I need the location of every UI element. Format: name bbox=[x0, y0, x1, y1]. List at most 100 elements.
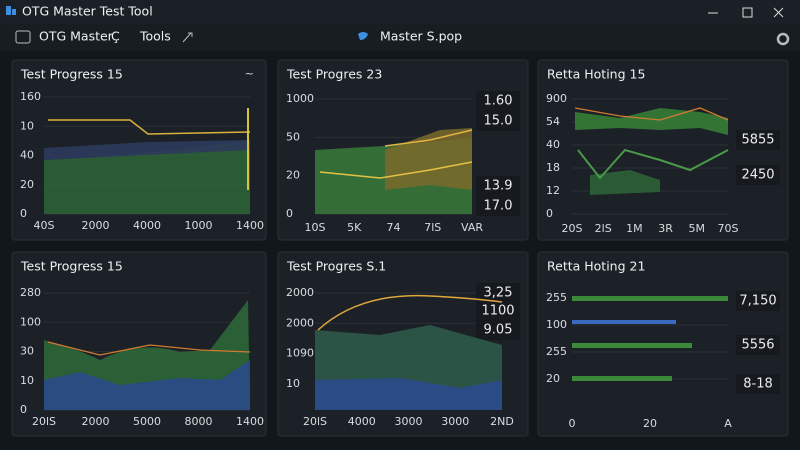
panel-title: Test Progress 15 bbox=[20, 259, 123, 274]
toolbar-icon bbox=[15, 30, 31, 44]
x-tick-label: 2ND bbox=[490, 415, 514, 428]
panel-title: Test Progres S.1 bbox=[286, 259, 386, 274]
readout-box bbox=[476, 196, 520, 216]
settings-button[interactable] bbox=[776, 32, 790, 46]
panel-menu: ~ bbox=[245, 67, 254, 80]
y-tick-label: 100 bbox=[20, 315, 41, 328]
x-tick-label: 2lS bbox=[595, 222, 612, 235]
x-tick-label: 4000 bbox=[133, 219, 161, 232]
app-icon bbox=[6, 6, 11, 15]
y-tick-label: 255 bbox=[546, 291, 567, 304]
readout-box bbox=[736, 130, 780, 150]
x-tick-label: 20 bbox=[643, 417, 657, 430]
status-text: Master S.pop bbox=[380, 29, 462, 44]
y-tick-label: 280 bbox=[20, 286, 41, 299]
y-tick-label: 0 bbox=[546, 207, 553, 220]
x-tick-label: 5K bbox=[347, 221, 362, 234]
y-tick-label: 10 bbox=[286, 377, 300, 390]
status-icon bbox=[358, 32, 368, 40]
panel-title: Retta Hoting 15 bbox=[547, 67, 645, 82]
title-bar bbox=[0, 0, 800, 24]
readout-box bbox=[736, 335, 780, 355]
y-tick-label: 50 bbox=[286, 130, 300, 143]
readout-box bbox=[736, 165, 780, 185]
readout-box bbox=[736, 374, 780, 394]
plot-decoration bbox=[44, 107, 729, 410]
readout: 7,150 bbox=[739, 294, 776, 309]
window-title: OTG Master Test Tool bbox=[22, 4, 153, 19]
y-tick-label: 0 bbox=[20, 207, 27, 220]
close-button[interactable] bbox=[773, 7, 784, 18]
readout-box bbox=[736, 291, 780, 311]
readout-box bbox=[476, 91, 520, 111]
x-tick-label: 1M bbox=[626, 222, 643, 235]
y-tick-label: 2000 bbox=[286, 316, 314, 329]
y-tick-label: 20 bbox=[286, 169, 300, 182]
x-tick-label: 5M bbox=[689, 222, 706, 235]
x-tick-label: 3R bbox=[658, 222, 673, 235]
x-tick-label: 10S bbox=[305, 221, 326, 234]
readout-box bbox=[476, 301, 520, 321]
y-tick-label: 30 bbox=[20, 345, 34, 358]
toolbar-item[interactable]: Tools bbox=[139, 29, 171, 44]
readout-box bbox=[476, 111, 520, 131]
x-tick-label: 1400 bbox=[236, 219, 264, 232]
x-tick-label: 20S bbox=[562, 222, 583, 235]
x-tick-label: VAR bbox=[461, 221, 483, 234]
x-tick-label: 1000 bbox=[185, 219, 213, 232]
readout: 13.9 bbox=[484, 179, 513, 194]
x-tick-label: 40S bbox=[34, 219, 55, 232]
readout: 5556 bbox=[741, 338, 774, 353]
toolbar-icon bbox=[182, 32, 193, 43]
y-tick-label: 18 bbox=[546, 161, 560, 174]
x-tick-label: 20lS bbox=[32, 415, 56, 428]
panel bbox=[537, 59, 789, 241]
x-tick-label: 20lS bbox=[303, 415, 327, 428]
y-tick-label: 10 bbox=[20, 374, 34, 387]
y-tick-label: 2000 bbox=[286, 286, 314, 299]
y-tick-label: 10 bbox=[20, 119, 34, 132]
x-tick-label: 3000 bbox=[441, 415, 469, 428]
x-tick-label: 1400 bbox=[236, 415, 264, 428]
x-tick-label: 3000 bbox=[395, 415, 423, 428]
app-icon bbox=[12, 9, 16, 15]
y-tick-label: 1000 bbox=[286, 92, 314, 105]
readout: 1.60 bbox=[484, 94, 513, 109]
readout: 1100 bbox=[481, 304, 514, 319]
readout-box bbox=[476, 283, 520, 303]
x-tick-label: 2000 bbox=[82, 219, 110, 232]
x-tick-label: 4000 bbox=[348, 415, 376, 428]
x-tick-label: 74 bbox=[387, 221, 401, 234]
y-tick-label: 40 bbox=[20, 149, 34, 162]
x-tick-label: 70S bbox=[718, 222, 739, 235]
y-tick-label: 160 bbox=[20, 90, 41, 103]
x-tick-label: 7lS bbox=[424, 221, 441, 234]
y-tick-label: 54 bbox=[546, 115, 560, 128]
y-tick-label: 0 bbox=[286, 207, 293, 220]
panel-title: Retta Hoting 21 bbox=[547, 259, 645, 274]
y-tick-label: 12 bbox=[546, 184, 560, 197]
y-tick-label: 40 bbox=[546, 138, 560, 151]
y-tick-label: 20 bbox=[546, 372, 560, 385]
panel-title: Test Progress 15 bbox=[20, 67, 123, 82]
maximize-button[interactable] bbox=[742, 7, 753, 18]
panel-title: Test Progres 23 bbox=[286, 67, 382, 82]
readout: 2450 bbox=[741, 168, 774, 183]
y-tick-label: 0 bbox=[20, 403, 27, 416]
readout: 9.05 bbox=[484, 323, 513, 338]
x-tick-label: 2000 bbox=[82, 415, 110, 428]
readout: 17.0 bbox=[484, 199, 513, 214]
toolbar bbox=[0, 24, 800, 51]
x-tick-label: A bbox=[724, 417, 732, 430]
y-tick-label: 255 bbox=[546, 345, 567, 358]
y-tick-label: 20 bbox=[20, 178, 34, 191]
toolbar-item[interactable]: OTG Master bbox=[39, 29, 114, 44]
readout: 3,25 bbox=[484, 286, 513, 301]
y-tick-label: 100 bbox=[546, 318, 567, 331]
toolbar-icon: Ç bbox=[111, 29, 120, 44]
y-tick-label: 900 bbox=[546, 92, 567, 105]
readout: 8-18 bbox=[743, 377, 773, 392]
y-tick-label: 1090 bbox=[286, 347, 314, 360]
readout-box bbox=[476, 176, 520, 196]
